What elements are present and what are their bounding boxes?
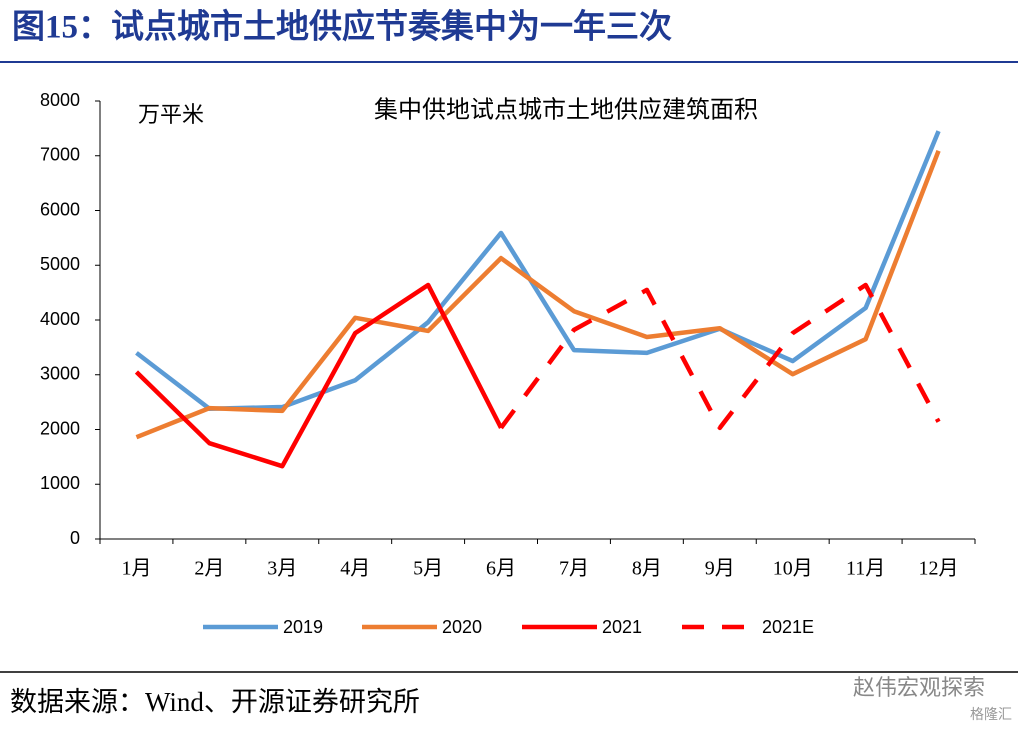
x-tick-label: 5月 (413, 558, 443, 580)
x-tick-label: 3月 (267, 558, 297, 580)
y-tick-label: 2000 (40, 418, 80, 438)
x-tick-label: 11月 (846, 558, 885, 580)
y-tick-label: 3000 (40, 364, 80, 384)
x-tick-label: 2月 (194, 558, 224, 580)
chart-title: 集中供地试点城市土地供应建筑面积 (374, 97, 758, 124)
y-tick-label: 6000 (40, 199, 80, 219)
source: 数据来源：Wind、开源证券研究所 (10, 687, 420, 717)
legend-label: 2021 (602, 617, 642, 637)
watermark: 赵伟宏观探索 (853, 675, 985, 700)
y-tick-label: 8000 (40, 90, 80, 110)
header-title: 图15：试点城市土地供应节奏集中为一年三次 (12, 8, 672, 46)
series-line (135, 150, 941, 440)
x-tick-label: 6月 (486, 558, 516, 580)
series-line (499, 282, 941, 431)
y-tick-label: 1000 (40, 473, 80, 493)
x-tick-label: 12月 (919, 558, 959, 580)
x-tick-label: 9月 (705, 558, 735, 580)
y-tick-label: 4000 (40, 309, 80, 329)
legend-label: 2020 (442, 617, 482, 637)
x-tick-label: 4月 (340, 558, 370, 580)
y-unit: 万平米 (138, 102, 204, 127)
x-tick-label: 8月 (632, 558, 662, 580)
x-tick-label: 10月 (773, 558, 813, 580)
y-tick-label: 0 (70, 528, 80, 548)
y-tick-label: 7000 (40, 145, 80, 165)
series-line (135, 130, 941, 411)
legend-label: 2019 (283, 617, 323, 637)
series-line (134, 282, 504, 469)
x-tick-label: 7月 (559, 558, 589, 580)
y-tick-label: 5000 (40, 254, 80, 274)
x-tick-label: 1月 (121, 558, 151, 580)
legend-label: 2021E (762, 617, 814, 637)
watermark: 格隆汇 (970, 707, 1012, 723)
